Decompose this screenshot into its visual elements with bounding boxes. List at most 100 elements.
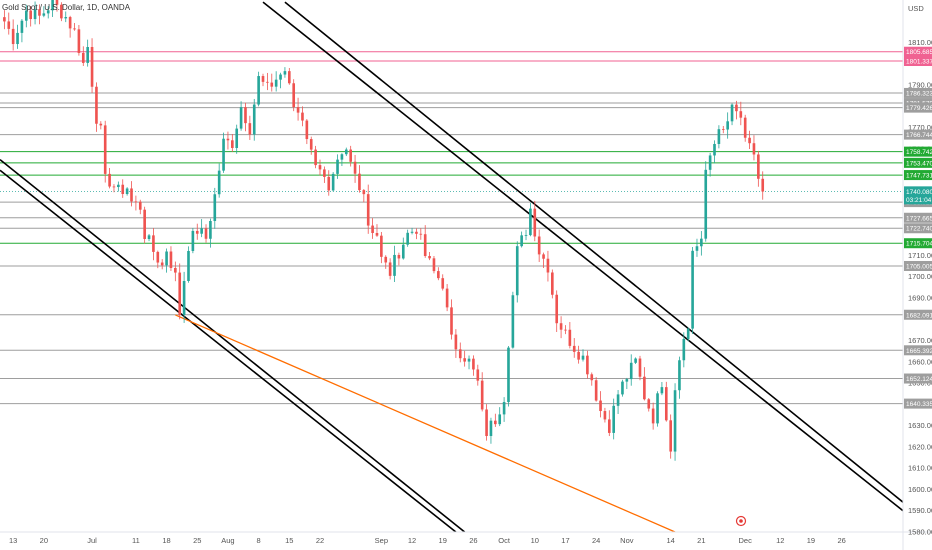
candle [594,377,598,402]
currency-label: USD [908,4,924,13]
level-price-box [904,373,932,384]
candle [599,391,602,418]
candle [3,10,6,30]
candle [730,103,734,126]
candle [586,350,589,379]
level-price-box [904,129,932,140]
candle [401,237,405,260]
candle [46,6,50,19]
level-price-box [904,170,932,181]
level-price-label: 1801.337 [906,58,932,65]
candle [24,4,28,28]
candle [616,389,620,415]
candle [673,383,677,461]
candle [244,102,247,132]
candle [292,79,296,112]
candle [498,407,502,427]
candle [393,245,396,282]
candle [95,82,98,132]
candle [20,19,24,43]
candle [375,224,379,237]
candle [397,252,401,266]
channel-lower-b-line[interactable] [0,158,466,532]
candle [682,332,686,368]
candle [520,231,523,248]
candle [743,114,747,142]
candle [458,342,462,363]
channel-upper-a-line[interactable] [262,1,903,512]
y-tick-label: 1690.000 [908,293,932,302]
x-tick-label: 21 [697,536,705,545]
candle [182,271,186,323]
x-tick-label: 18 [162,536,170,545]
candle [191,228,195,254]
candle [353,154,357,183]
candle [336,154,339,179]
level-price-box [904,102,932,113]
y-tick-label: 1610.000 [908,464,932,473]
current-price-box [904,186,932,205]
x-tick-label: Nov [620,536,634,545]
candle [721,125,725,134]
candle [108,167,111,189]
candle [160,259,164,270]
candle [515,241,519,303]
candle [103,120,107,183]
candle [546,250,550,282]
candle [331,172,335,192]
candle [125,187,129,196]
chart-title: Gold Spot / U.S. Dollar, 1D, OANDA [2,3,131,12]
candle [752,135,756,161]
candle [42,6,46,18]
candle [51,0,54,17]
current-price-label: 1740.080 [906,189,932,196]
candle [388,258,392,280]
candle [77,24,81,56]
candle [287,67,291,85]
level-price-box [904,212,932,223]
x-tick-label: 17 [561,536,569,545]
level-price-box [904,309,932,320]
candle [529,202,532,237]
support-line-line[interactable] [175,314,676,532]
candle [700,231,703,256]
level-price-box [904,87,932,98]
candle [625,377,629,390]
level-price-label: 1727.665 [906,215,932,222]
x-tick-label: 11 [132,536,140,545]
candle [327,170,331,196]
channel-upper-b-line[interactable] [284,1,903,503]
candle [143,206,146,244]
candle [686,327,690,342]
candle [279,72,282,89]
candle [117,181,120,192]
candle [494,413,497,427]
candle [222,132,225,173]
candle [257,71,260,107]
event-flag-icon[interactable] [735,515,747,527]
x-tick-label: 20 [40,536,48,545]
candle [472,355,475,376]
candle [629,354,633,386]
candle [174,261,177,282]
candle [283,67,287,78]
candle [533,200,537,242]
candle [542,252,545,269]
candle [165,248,168,273]
candle [428,251,431,261]
candle [270,73,274,92]
candle [60,2,63,22]
y-tick-label: 1770.000 [908,123,932,132]
channel-lower-a-line[interactable] [0,169,457,532]
candle [349,145,352,167]
candle [660,382,664,396]
candle [476,364,480,386]
candle [415,228,418,240]
candle [656,391,659,427]
x-tick-label: 8 [257,536,261,545]
candle [555,290,559,332]
level-price-label: 1640.335 [906,401,932,408]
candle [568,321,572,349]
candle [735,100,738,120]
